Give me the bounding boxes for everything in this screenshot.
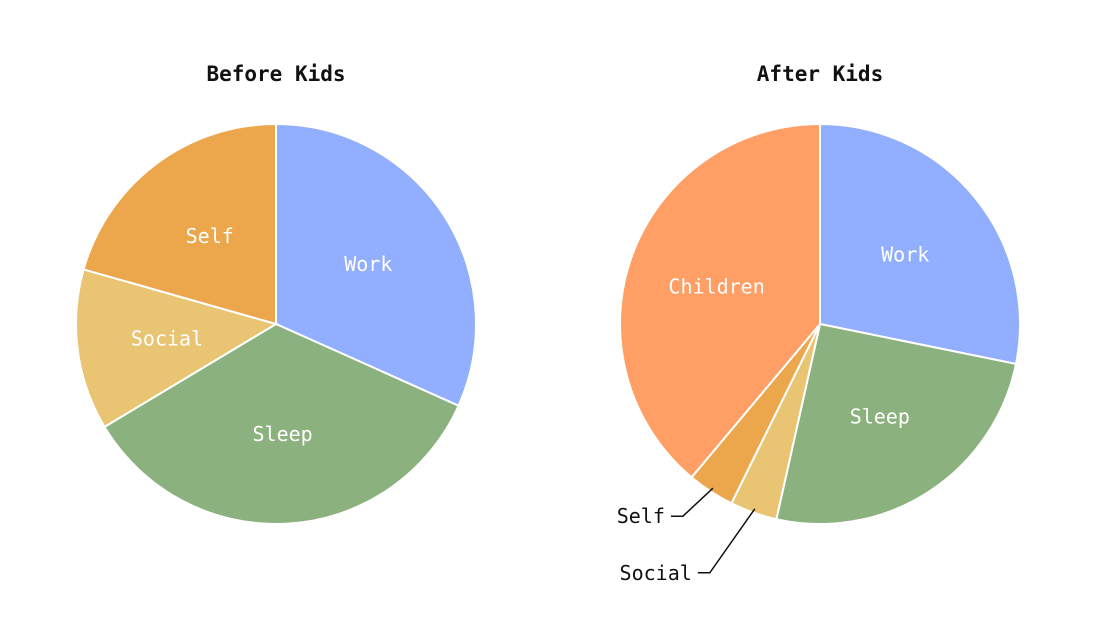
pie-slice-work-before-kids xyxy=(275,122,477,408)
slice-label-sleep-before-kids: Sleep xyxy=(252,422,312,446)
pie-slices-after-kids xyxy=(618,122,1021,525)
pie-labels-after-kids: Work Sleep Social Self Children xyxy=(617,242,930,584)
pie-chart-after-kids: After Kids Work Sleep Social Self Children xyxy=(617,62,1021,585)
pie-chart-before-kids: Before Kids Work Sleep Social Self xyxy=(75,62,477,526)
slice-label-sleep-after-kids: Sleep xyxy=(850,404,910,428)
chart-title-before-kids: Before Kids xyxy=(206,62,345,86)
pie-slice-social-before-kids xyxy=(75,268,279,429)
slice-label-children-after-kids: Children xyxy=(668,274,764,298)
slice-label-self-before-kids: Self xyxy=(186,224,234,248)
slice-label-work-before-kids: Work xyxy=(344,252,392,276)
chart-title-after-kids: After Kids xyxy=(757,62,883,86)
pie-slice-children-after-kids xyxy=(618,122,821,479)
pie-slice-sleep-after-kids xyxy=(775,322,1018,525)
pie-slices-before-kids xyxy=(75,122,477,526)
pie-slice-self-before-kids xyxy=(82,122,277,326)
slice-label-social-after-kids: Social xyxy=(620,561,692,585)
pie-labels-before-kids: Work Sleep Social Self xyxy=(131,224,393,446)
slice-label-work-after-kids: Work xyxy=(881,242,929,266)
slice-label-self-after-kids: Self xyxy=(617,504,665,528)
slice-label-social-before-kids: Social xyxy=(131,327,203,351)
leader-line-social-after-kids xyxy=(697,508,756,574)
leader-line-self-after-kids xyxy=(670,487,714,517)
pie-slice-work-after-kids xyxy=(819,122,1021,366)
